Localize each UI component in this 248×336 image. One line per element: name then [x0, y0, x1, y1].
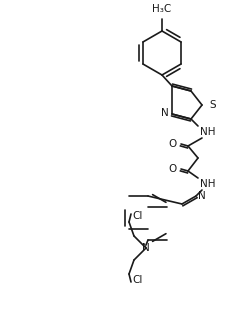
Text: S: S: [209, 100, 216, 110]
Text: N: N: [198, 191, 206, 201]
Text: O: O: [169, 139, 177, 149]
Text: NH: NH: [200, 179, 216, 189]
Text: N: N: [161, 108, 169, 118]
Text: NH: NH: [200, 127, 216, 137]
Text: Cl: Cl: [132, 275, 142, 285]
Text: N: N: [142, 243, 150, 253]
Text: Cl: Cl: [132, 211, 142, 221]
Text: H₃C: H₃C: [152, 4, 172, 14]
Text: O: O: [169, 164, 177, 174]
